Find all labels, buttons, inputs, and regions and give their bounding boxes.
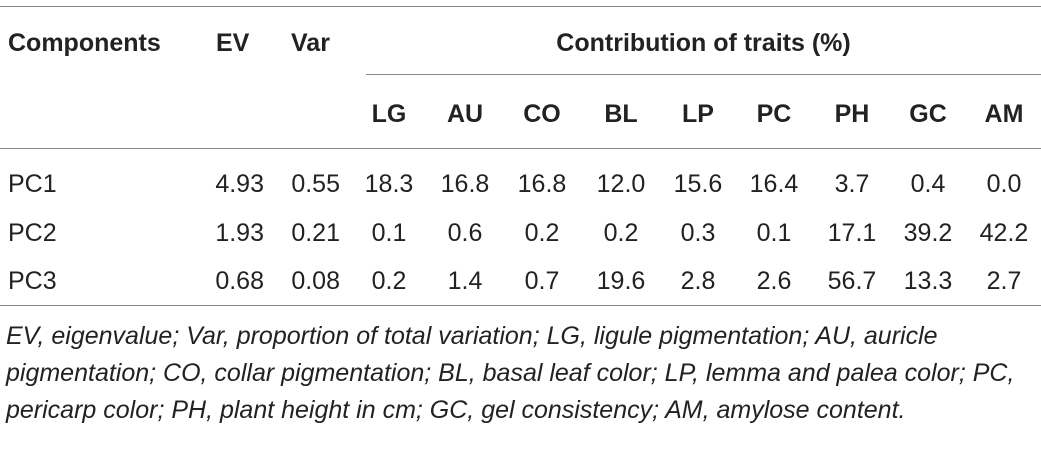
trait-value-bl: 19.6 — [596, 267, 646, 295]
trait-header-gc: GC — [909, 100, 947, 128]
header-ev: EV — [216, 29, 250, 57]
trait-value-bl: 0.2 — [603, 219, 639, 247]
row-ev-value: 1.93 — [215, 219, 264, 247]
row-var-value: 0.55 — [291, 170, 340, 198]
trait-header-au: AU — [446, 100, 484, 128]
trait-value-au: 0.6 — [447, 219, 483, 247]
row-component-label: PC2 — [8, 219, 57, 247]
trait-value-bl: 12.0 — [596, 170, 646, 198]
row-component-label: PC3 — [8, 267, 57, 295]
trait-value-gc: 39.2 — [903, 219, 953, 247]
table-bottom-rule — [0, 305, 1041, 306]
trait-value-gc: 0.4 — [910, 170, 946, 198]
trait-value-ph: 56.7 — [827, 267, 877, 295]
trait-value-lg: 0.2 — [371, 267, 407, 295]
trait-value-co: 0.2 — [524, 219, 560, 247]
trait-value-lg: 18.3 — [364, 170, 414, 198]
trait-value-au: 1.4 — [447, 267, 483, 295]
contribution-span-rule — [366, 74, 1041, 75]
trait-value-lp: 15.6 — [673, 170, 723, 198]
row-var-value: 0.08 — [291, 267, 340, 295]
table-footnote: EV, eigenvalue; Var, proportion of total… — [6, 322, 1015, 424]
header-var: Var — [291, 29, 330, 57]
trait-header-co: CO — [523, 100, 561, 128]
trait-header-lg: LG — [371, 100, 407, 128]
trait-header-pc: PC — [756, 100, 792, 128]
trait-value-am: 2.7 — [986, 267, 1022, 295]
trait-header-ph: PH — [834, 100, 870, 128]
trait-value-lg: 0.1 — [371, 219, 407, 247]
header-components: Components — [8, 29, 161, 57]
row-component-label: PC1 — [8, 170, 57, 198]
trait-header-am: AM — [984, 100, 1024, 128]
trait-value-pc: 16.4 — [749, 170, 799, 198]
header-bottom-rule — [0, 148, 1041, 149]
trait-value-co: 16.8 — [517, 170, 567, 198]
trait-value-pc: 2.6 — [756, 267, 792, 295]
trait-value-ph: 3.7 — [834, 170, 870, 198]
trait-value-au: 16.8 — [440, 170, 490, 198]
row-ev-value: 0.68 — [215, 267, 264, 295]
trait-value-lp: 0.3 — [680, 219, 716, 247]
trait-value-am: 0.0 — [986, 170, 1022, 198]
trait-value-lp: 2.8 — [680, 267, 716, 295]
trait-header-bl: BL — [604, 100, 638, 128]
trait-value-ph: 17.1 — [827, 219, 877, 247]
trait-value-co: 0.7 — [524, 267, 560, 295]
trait-value-am: 42.2 — [979, 219, 1029, 247]
row-var-value: 0.21 — [291, 219, 340, 247]
trait-value-pc: 0.1 — [756, 219, 792, 247]
table-top-rule — [0, 6, 1041, 7]
row-ev-value: 4.93 — [215, 170, 264, 198]
trait-value-gc: 13.3 — [903, 267, 953, 295]
trait-header-lp: LP — [682, 100, 714, 128]
header-contribution: Contribution of traits (%) — [556, 29, 851, 57]
